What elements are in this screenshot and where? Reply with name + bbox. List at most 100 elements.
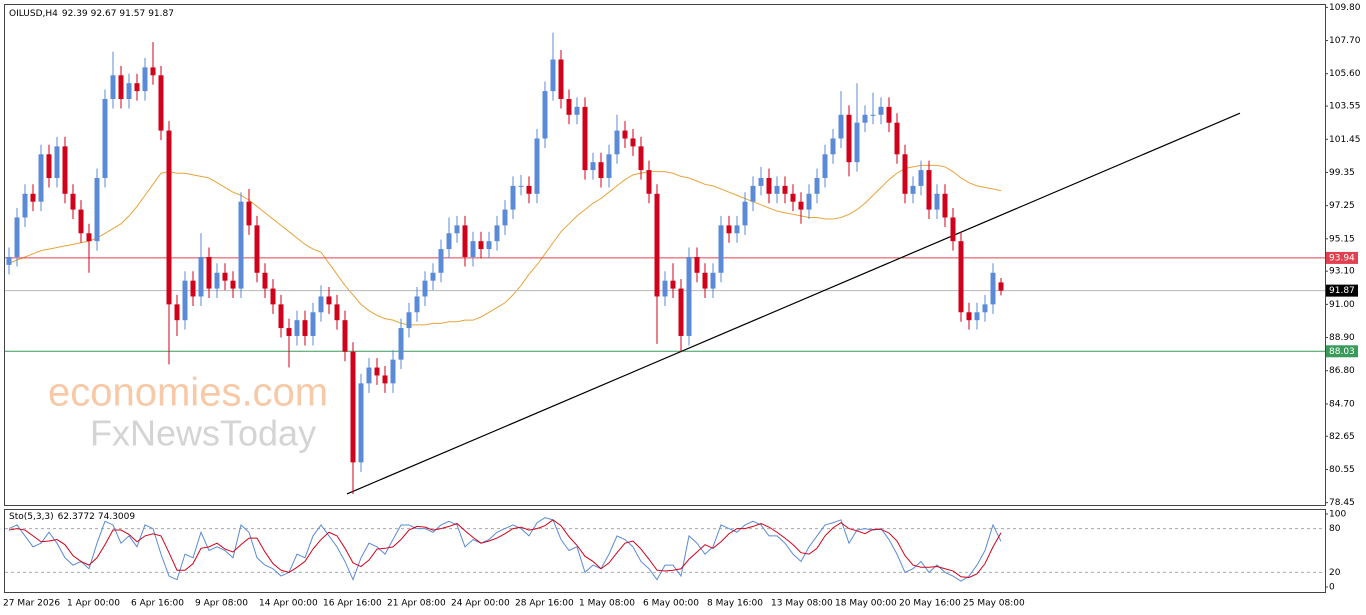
candle-body [526,185,532,194]
candle-body [958,241,964,313]
candle-body [918,170,924,186]
candle-body [366,367,372,384]
symbol: OILUSD,H4 [9,9,58,19]
candle-body [46,154,52,178]
candle-body [358,383,364,463]
trendline [346,112,1241,495]
candle-body [430,272,436,281]
candle-body [286,328,292,336]
candle-body [30,193,36,202]
price-level-label: 93.94 [1329,253,1355,263]
candle-body [134,83,140,92]
candle-body [390,359,396,384]
candle-body [118,75,124,99]
candle-body [38,154,44,202]
x-tick-label: 18 May 00:00 [835,599,897,609]
candle-body [70,193,76,210]
candle-body [142,67,148,92]
candle-body [798,201,804,210]
candle-body [94,177,100,242]
y-tick-label: 80.55 [1329,465,1355,475]
price-level-tag [1326,251,1358,264]
y-tick-label: 78.45 [1329,498,1355,508]
y-tick-label: 95.15 [1329,234,1355,244]
candle-body [782,185,788,194]
candle-body [910,185,916,194]
candle-body [318,296,324,313]
candle-body [806,193,812,210]
x-tick-label: 25 May 08:00 [963,599,1025,609]
candle-body [838,114,844,139]
candle-body [990,272,996,305]
candle-body [774,185,780,194]
y-tick-label: 91.00 [1329,300,1355,310]
candle-body [622,130,628,139]
candle-body [566,98,572,115]
candle-body [486,241,492,250]
y-tick-label: 109.80 [1329,3,1361,13]
candle-body [934,193,940,210]
candle-body [574,106,580,115]
candle-body [942,193,948,218]
main-panel [4,4,1326,506]
x-tick-label: 6 May 00:00 [643,599,699,609]
x-tick-label: 24 Apr 00:00 [451,599,510,609]
y-tick-label: 99.35 [1329,168,1355,178]
candle-body [670,280,676,289]
candle-body [542,91,548,139]
y-tick-label: 103.55 [1329,102,1361,112]
candle-body [534,138,540,194]
candle-body [398,328,404,360]
moving-average [8,164,1002,326]
candle-body [446,233,452,250]
candle-body [926,170,932,210]
y-tick-label: 84.70 [1329,399,1355,409]
candle-body [342,320,348,352]
candle-body [862,114,868,123]
candle-body [710,272,716,289]
candle-body [254,225,260,273]
candle-body [582,106,588,171]
candle-body [246,201,252,226]
candle-body [598,162,604,178]
candle-body [262,272,268,289]
candle-body [558,59,564,99]
candle-body [302,320,308,336]
price-level-label: 88.03 [1329,347,1355,357]
indicator-title: Sto(5,3,3) [9,512,54,522]
candle-body [518,185,524,187]
candle-body [694,256,700,273]
candle-body [894,122,900,155]
x-tick-label: 6 Apr 16:00 [131,599,184,609]
candle-body [222,272,228,281]
x-tick-label: 27 Mar 2026 [3,599,60,609]
y-tick-label: 93.10 [1329,267,1355,277]
candle-body [438,249,444,273]
y-tick-label: 107.70 [1329,36,1361,46]
y-tick-label: 20 [1329,568,1341,578]
last-close: 91.87 [148,9,174,19]
candle-body [718,225,724,273]
candle-body [150,67,156,76]
candle-body [54,146,60,178]
candle-body [750,185,756,202]
candle-body [886,106,892,123]
candle-body [502,209,508,226]
main-value: 62.3772 [58,512,95,522]
candle-body [654,193,660,297]
x-tick-label: 14 Apr 00:00 [259,599,318,609]
last-low: 91.57 [119,9,145,19]
y-tick-label: 97.25 [1329,201,1355,211]
y-tick-label: 105.60 [1329,69,1361,79]
candle-body [190,280,196,297]
candle-body [230,280,236,289]
y-tick-label: 101.45 [1329,135,1361,145]
watermark: economies.com [48,371,328,415]
candle-body [62,146,68,194]
candle-body [550,59,556,92]
candle-body [166,130,172,305]
candle-body [270,288,276,305]
candle-body [974,312,980,321]
candle-body [406,312,412,329]
